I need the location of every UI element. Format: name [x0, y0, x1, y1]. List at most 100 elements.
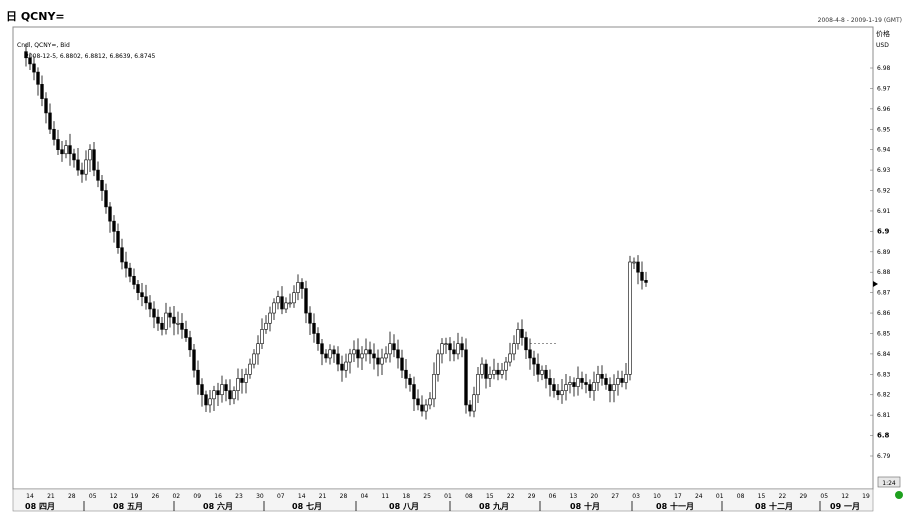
candle-body: [128, 267, 132, 277]
x-day-label: 01: [444, 493, 452, 500]
candle-body: [296, 282, 300, 293]
x-day-label: 26: [152, 493, 160, 500]
candle-body: [260, 329, 264, 344]
candle-body: [352, 349, 356, 355]
candle-body: [324, 353, 328, 359]
candle-body: [120, 247, 124, 263]
candle-body: [196, 369, 200, 385]
candle-body: [428, 398, 432, 406]
x-day-label: 15: [486, 493, 494, 500]
x-day-label: 14: [298, 493, 306, 500]
candle-body: [168, 312, 172, 318]
candle-body: [460, 343, 464, 351]
candle-body: [516, 329, 520, 344]
candle-body: [632, 261, 636, 264]
candle-body: [144, 296, 148, 304]
candle-body: [184, 329, 188, 338]
y-tick-label: 6.95: [877, 126, 891, 133]
candle-body: [332, 349, 336, 355]
y-tick-label: 6.89: [877, 249, 891, 256]
candle-body: [644, 280, 648, 283]
candle-body: [188, 337, 192, 351]
candle-body: [220, 384, 224, 396]
y-tick-label: 6.86: [877, 310, 891, 317]
legend-ohlc: 2008-12-5, 6.8802, 6.8812, 6.8639, 6.874…: [25, 53, 155, 60]
candle-body: [44, 98, 48, 114]
candle-body: [244, 374, 248, 383]
candle-body: [608, 384, 612, 391]
candle-body: [640, 271, 644, 281]
y-tick-label: 6.9: [877, 227, 890, 235]
candle-body: [268, 312, 272, 324]
y-tick-label: 6.85: [877, 330, 891, 337]
candle-body: [556, 390, 560, 396]
candle-body: [368, 349, 372, 355]
candle-body: [48, 112, 52, 130]
x-day-label: 06: [549, 493, 557, 500]
candle-body: [524, 337, 528, 351]
candle-body: [600, 374, 604, 379]
candle-body: [484, 363, 488, 379]
candle-body: [360, 353, 364, 359]
y-tick-label: 6.91: [877, 208, 891, 215]
candle-body: [148, 302, 152, 310]
y-tick-label: 6.83: [877, 371, 891, 378]
candle-body: [112, 220, 116, 232]
x-month-label: 08 十一月: [656, 501, 694, 511]
candle-body: [500, 369, 504, 375]
candle-body: [140, 292, 144, 298]
candle-body: [108, 206, 112, 222]
y-tick-label: 6.8: [877, 432, 890, 440]
candle-body: [604, 378, 608, 385]
candle-body: [64, 145, 68, 155]
candle-body: [588, 384, 592, 391]
candle-body: [624, 374, 628, 383]
x-day-label: 09: [193, 493, 201, 500]
x-day-label: 22: [507, 493, 515, 500]
candle-body: [176, 322, 180, 325]
candle-body: [592, 382, 596, 391]
y-tick-label: 6.98: [877, 65, 891, 72]
last-price-marker: [873, 281, 878, 287]
candle-body: [408, 378, 412, 385]
candle-body: [636, 261, 640, 273]
plot-frame: [12, 26, 874, 490]
x-month-label: 08 四月: [25, 502, 55, 511]
candle-body: [224, 384, 228, 391]
candle-body: [400, 357, 404, 371]
candle-series: [24, 43, 648, 420]
y-axis: 6.79 6.8 6.81 6.82 6.83 6.84 6.85 6.86 6.87 6.88 6…: [870, 65, 891, 460]
y-tick-label: 6.94: [877, 147, 891, 154]
candle-body: [160, 322, 164, 330]
candle-body: [136, 284, 140, 293]
candle-body: [584, 382, 588, 385]
x-day-label: 12: [110, 493, 118, 500]
x-month-label: 08 十月: [570, 501, 600, 511]
y-tick-label: 6.93: [877, 167, 891, 174]
candle-body: [40, 84, 44, 99]
x-day-label: 30: [256, 493, 264, 500]
candle-body: [512, 343, 516, 355]
candle-body: [172, 316, 176, 324]
x-day-label: 16: [214, 493, 222, 500]
candle-body: [240, 378, 244, 383]
candle-body: [432, 374, 436, 400]
candle-body: [104, 190, 108, 208]
x-day-label: 18: [402, 493, 410, 500]
candle-body: [152, 308, 156, 318]
candle-body: [32, 63, 36, 73]
x-day-label: 21: [47, 493, 55, 500]
candle-body: [532, 357, 536, 365]
candle-body: [208, 398, 212, 406]
candle-body: [412, 384, 416, 400]
x-day-label: 25: [423, 493, 431, 500]
candle-body: [528, 349, 532, 359]
candle-body: [396, 349, 400, 359]
corner-badge[interactable]: [877, 476, 901, 488]
candle-body: [164, 312, 168, 330]
candle-body: [448, 343, 452, 351]
x-day-label: 19: [862, 493, 870, 500]
candle-body: [300, 282, 304, 289]
candle-body: [364, 349, 368, 355]
corner-badge-label: 1:24: [882, 480, 896, 487]
